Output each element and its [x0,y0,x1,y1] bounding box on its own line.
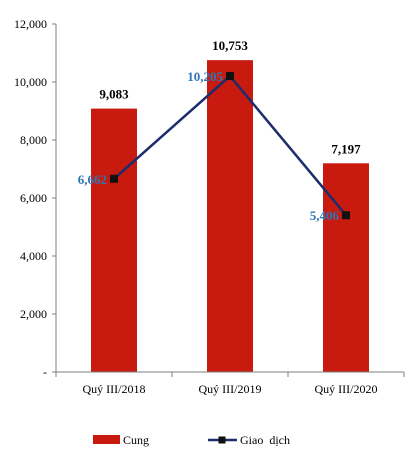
legend: Cung Giao dịch [93,433,290,447]
line-marker [342,211,350,220]
line-marker [110,174,118,183]
x-tick-label: Quý III/2019 [199,382,262,396]
y-tick-label: 4,000 [20,249,47,263]
legend-swatch-cung [93,435,120,444]
line-data-label: 10,205 [187,69,223,84]
x-tick-label: Quý III/2020 [315,382,378,396]
legend-label-cung: Cung [123,433,149,447]
y-tick-label: 2,000 [20,307,47,321]
y-tick-label: 10,000 [14,75,47,89]
bars: 9,083 10,753 7,197 [91,38,369,373]
y-tick-label: 12,000 [14,17,47,31]
legend-marker-giao-dich [218,436,226,444]
line-data-label: 5,406 [310,208,340,223]
bar-data-label: 9,083 [99,87,129,102]
y-tick-label: - [43,365,47,379]
line-marker [226,72,234,81]
y-tick-label: 6,000 [20,191,47,205]
x-tick-label: Quý III/2018 [83,382,146,396]
bar-data-label: 10,753 [212,38,248,53]
line-data-label: 6,662 [78,172,107,187]
y-tick-label: 8,000 [20,133,47,147]
line-series: 6,662 10,205 5,406 [78,69,350,223]
bar-data-label: 7,197 [331,141,361,156]
y-axis: - 2,000 4,000 6,000 8,000 10,000 12,000 [14,17,57,379]
legend-label-giao-dich: Giao dịch [240,433,290,447]
bar [91,108,137,372]
bar [207,60,253,373]
x-axis: Quý III/2018 Quý III/2019 Quý III/2020 [55,371,405,396]
